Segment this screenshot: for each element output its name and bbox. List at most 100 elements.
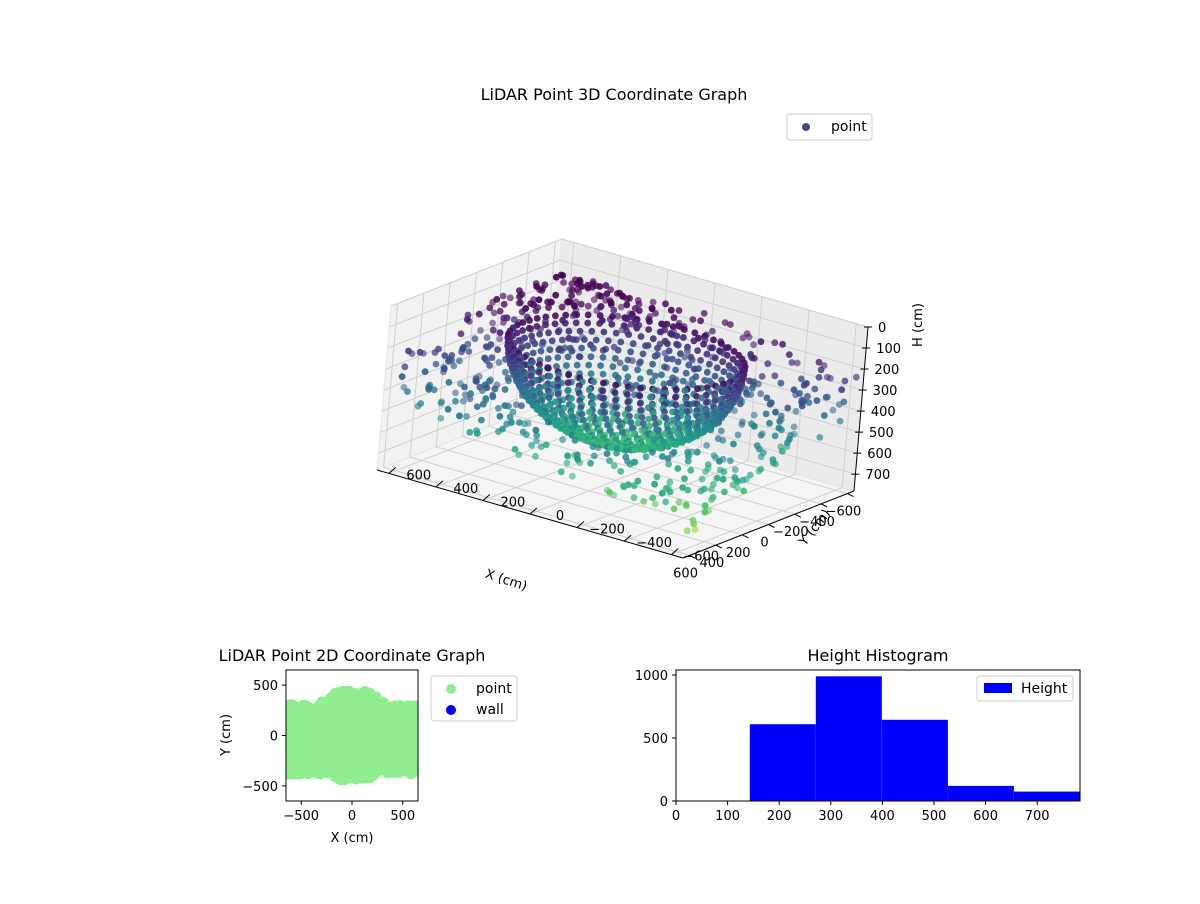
tick-label-y-2d: 0 xyxy=(270,730,278,745)
scatter-point-3d xyxy=(495,428,502,435)
scatter-point-3d xyxy=(771,339,779,347)
scatter-point-3d xyxy=(483,334,491,341)
chart-3d-legend-marker xyxy=(802,123,810,131)
scatter-point-2d xyxy=(380,701,393,714)
bowl-point xyxy=(701,377,708,384)
scatter-point-3d xyxy=(697,317,704,325)
bowl-point xyxy=(649,360,656,368)
scatter-point-3d xyxy=(811,385,819,393)
tick-label-y-histogram: 0 xyxy=(660,795,668,810)
bowl-point xyxy=(624,405,632,413)
scatter-point-3d xyxy=(594,444,602,451)
bowl-point xyxy=(634,366,641,374)
tick-label-x-histogram: 300 xyxy=(818,809,843,824)
scatter-point-3d xyxy=(496,329,504,337)
tick-label-x-2d: −500 xyxy=(283,809,319,824)
scatter-point-3d xyxy=(544,418,552,426)
bowl-point xyxy=(706,360,713,368)
scatter-point-3d xyxy=(790,386,798,394)
scatter-point-3d xyxy=(590,452,598,460)
bowl-point xyxy=(548,337,556,345)
scatter-point-3d xyxy=(432,360,440,368)
scatter-point-3d xyxy=(745,333,753,341)
scatter-point-3d xyxy=(457,330,465,338)
bowl-point xyxy=(639,446,647,454)
bowl-point xyxy=(614,346,622,354)
bowl-point xyxy=(719,358,727,366)
scatter-point-2d xyxy=(343,707,356,720)
chart-3d-title: LiDAR Point 3D Coordinate Graph xyxy=(481,85,748,104)
scatter-point-3d xyxy=(569,472,576,480)
scatter-point-3d xyxy=(518,308,526,316)
scatter-point-3d xyxy=(679,484,687,491)
bowl-point xyxy=(685,436,692,444)
bowl-point xyxy=(612,404,620,411)
tick-label-y-3d: 0 xyxy=(556,509,564,524)
bowl-point xyxy=(652,420,659,428)
scatter-point-3d xyxy=(496,307,504,315)
scatter-point-3d xyxy=(500,300,508,308)
scatter-point-3d xyxy=(404,388,411,395)
bowl-point xyxy=(578,344,585,352)
bowl-point xyxy=(585,361,593,369)
bowl-point xyxy=(645,415,653,423)
tick-y-3d xyxy=(388,467,397,474)
scatter-point-3d xyxy=(533,431,541,439)
scatter-point-3d xyxy=(666,379,674,387)
chart-2d-legend-label-point: point xyxy=(476,681,512,697)
bowl-point xyxy=(713,364,721,372)
scatter-point-3d xyxy=(739,334,747,342)
scatter-point-2d xyxy=(313,717,326,730)
scatter-point-2d xyxy=(320,752,332,764)
bowl-point xyxy=(691,329,699,337)
scatter-point-2d xyxy=(345,727,358,740)
bowl-point xyxy=(679,377,687,385)
bowl-point xyxy=(576,327,584,335)
scatter-point-3d xyxy=(662,300,669,308)
scatter-point-3d xyxy=(563,298,571,306)
bowl-point xyxy=(519,327,526,334)
scatter-point-3d xyxy=(455,412,463,420)
scatter-point-3d xyxy=(779,340,786,348)
tick-label-z-3d: 400 xyxy=(871,405,896,420)
histogram-legend-swatch xyxy=(984,683,1012,693)
scatter-point-3d xyxy=(793,359,801,367)
scatter-point-3d xyxy=(518,402,525,410)
chart-2d-legend-marker-point xyxy=(446,684,456,694)
bowl-point xyxy=(602,415,610,423)
scatter-point-3d xyxy=(713,474,721,482)
tick-y-3d xyxy=(576,521,585,528)
bowl-point xyxy=(730,348,738,355)
bowl-point xyxy=(694,347,701,354)
scatter-point-3d xyxy=(772,408,779,416)
scatter-point-3d xyxy=(538,341,546,348)
tick-x-3d xyxy=(715,544,723,549)
scatter-point-3d xyxy=(731,407,738,414)
scatter-point-3d xyxy=(792,407,800,415)
tick-label-x-2d: 0 xyxy=(348,809,356,824)
scatter-point-3d xyxy=(461,391,469,399)
chart-2d-ylabel: Y (cm) xyxy=(219,714,234,757)
bowl-point xyxy=(612,397,619,404)
grid-line-z xyxy=(390,238,869,328)
bowl-point xyxy=(672,401,680,409)
bowl-point xyxy=(639,433,647,441)
bowl-point xyxy=(581,336,588,343)
tick-label-z-3d: 200 xyxy=(874,363,899,378)
bowl-point xyxy=(718,340,725,347)
scatter-point-3d xyxy=(708,496,715,504)
scatter-point-3d xyxy=(675,307,683,314)
tick-label-y-histogram: 500 xyxy=(643,732,668,747)
bowl-point xyxy=(720,380,727,388)
scatter-point-3d xyxy=(602,282,610,289)
scatter-point-3d xyxy=(587,459,594,467)
scatter-point-3d xyxy=(420,350,427,357)
scatter-point-3d xyxy=(666,488,674,496)
scatter-point-3d xyxy=(527,325,535,333)
scatter-point-3d xyxy=(559,436,566,444)
scatter-point-3d xyxy=(649,494,657,502)
scatter-point-3d xyxy=(452,397,459,405)
scatter-point-3d xyxy=(532,307,540,315)
scatter-point-3d xyxy=(617,303,625,311)
bowl-point xyxy=(611,389,619,397)
